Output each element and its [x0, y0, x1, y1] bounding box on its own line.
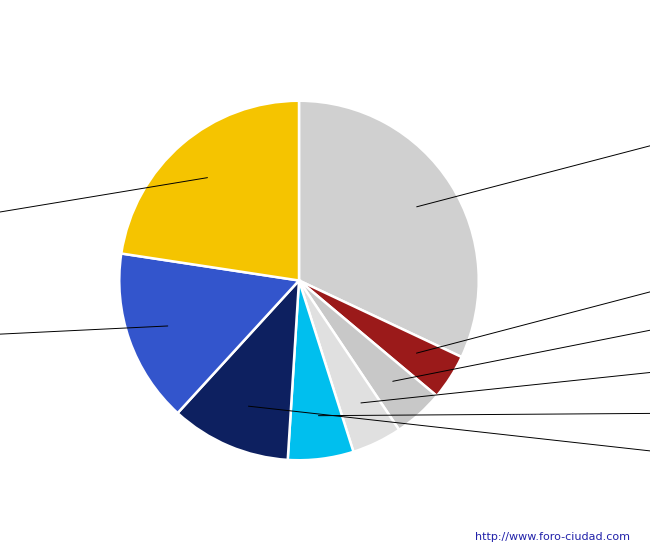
Text: http://www.foro-ciudad.com: http://www.foro-ciudad.com	[476, 532, 630, 542]
Wedge shape	[119, 254, 299, 413]
Wedge shape	[122, 101, 299, 280]
Wedge shape	[299, 280, 462, 396]
Text: Países Bajos 10.8%: Países Bajos 10.8%	[248, 406, 650, 467]
Wedge shape	[288, 280, 354, 460]
Wedge shape	[299, 280, 437, 430]
Text: Alemania 22.6%: Alemania 22.6%	[0, 178, 207, 230]
Text: Reino Unido 4.1%: Reino Unido 4.1%	[417, 265, 650, 353]
Wedge shape	[299, 280, 399, 452]
Text: Francia 15.6%: Francia 15.6%	[0, 326, 168, 344]
Wedge shape	[299, 101, 479, 357]
Text: Suiza 4.5%: Suiza 4.5%	[393, 312, 650, 381]
Wedge shape	[177, 280, 299, 460]
Text: Otros 32.0%: Otros 32.0%	[417, 123, 650, 207]
Text: Austria 4.5%: Austria 4.5%	[361, 359, 650, 403]
Text: Mieres - Turistas extranjeros según país - Octubre de 2024: Mieres - Turistas extranjeros según país…	[90, 18, 560, 34]
Text: Portugal 5.9%: Portugal 5.9%	[318, 406, 650, 420]
